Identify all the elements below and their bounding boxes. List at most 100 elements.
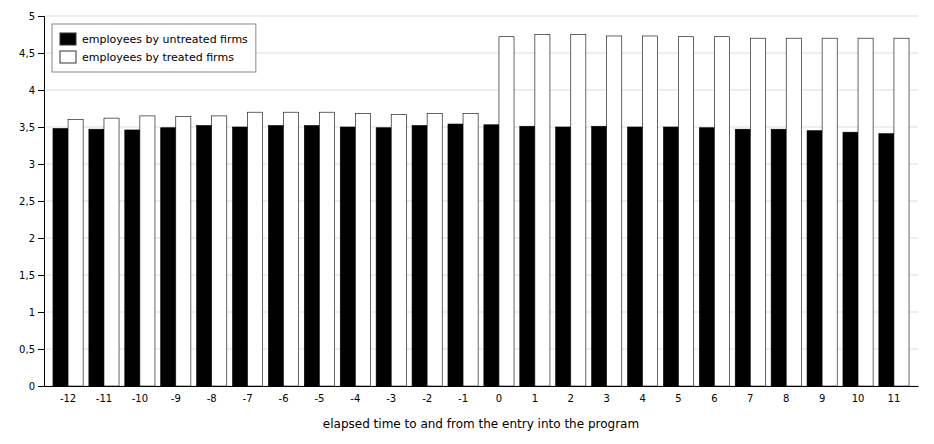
x-tick-label: 5: [675, 393, 681, 404]
bar: [858, 38, 873, 386]
x-tick-label: -12: [60, 393, 76, 404]
bar: [53, 128, 68, 386]
bar: [376, 128, 391, 386]
bar: [125, 130, 140, 386]
x-tick: -9: [171, 393, 181, 404]
bar: [520, 126, 535, 386]
x-tick: 10: [852, 393, 865, 404]
bar: [104, 118, 119, 386]
x-tick: 9: [819, 393, 825, 404]
y-tick-mark: [38, 201, 44, 202]
y-tick-mark: [38, 238, 44, 239]
x-tick: 5: [675, 393, 681, 404]
x-tick-label: 10: [852, 393, 865, 404]
x-axis: -12-11-10-9-8-7-6-5-4-3-2-10123456789101…: [45, 387, 919, 405]
y-tick-mark: [38, 16, 44, 17]
y-tick: 2: [29, 233, 44, 244]
x-tick-label: 11: [888, 393, 901, 404]
bar: [499, 37, 514, 386]
y-tick-label: 2,5: [19, 196, 35, 207]
x-tick: -4: [350, 393, 360, 404]
bar: [161, 128, 176, 386]
y-tick-label: 3: [29, 159, 35, 170]
chart-container: 00,511,522,533,544,55-12-11-10-9-8-7-6-5…: [0, 0, 934, 444]
chart-svg: 00,511,522,533,544,55-12-11-10-9-8-7-6-5…: [0, 0, 934, 444]
x-tick-label: 3: [603, 393, 609, 404]
x-tick-label: -8: [207, 393, 217, 404]
y-tick-mark: [38, 275, 44, 276]
bar: [607, 36, 622, 386]
x-tick: -3: [386, 393, 396, 404]
bar: [592, 126, 607, 386]
bar: [879, 134, 894, 386]
x-tick-label: -4: [350, 393, 360, 404]
x-tick: 2: [568, 393, 574, 404]
y-tick-mark: [38, 53, 44, 54]
y-tick: 4: [29, 85, 44, 96]
y-tick: 1: [29, 307, 44, 318]
y-tick: 1,5: [19, 270, 44, 281]
x-tick-label: 8: [783, 393, 789, 404]
bar: [248, 112, 263, 386]
grid: [44, 16, 918, 386]
bar: [284, 112, 299, 386]
bar: [535, 35, 550, 387]
bar: [484, 125, 499, 386]
bar: [699, 128, 714, 386]
legend-swatch: [60, 51, 76, 63]
bar: [268, 126, 283, 386]
x-tick: 1: [532, 393, 538, 404]
x-tick-label: 1: [532, 393, 538, 404]
x-tick: -6: [279, 393, 289, 404]
bar: [319, 112, 334, 386]
grid-line: [44, 16, 918, 17]
y-tick-label: 5: [29, 11, 35, 22]
bar: [176, 117, 191, 386]
y-tick-label: 4,5: [19, 48, 35, 59]
bar: [340, 127, 355, 386]
y-tick: 3,5: [19, 122, 44, 133]
bar: [212, 116, 227, 386]
bar: [643, 36, 658, 386]
y-tick: 4,5: [19, 48, 44, 59]
x-tick-label: 4: [639, 393, 645, 404]
y-tick: 0: [29, 381, 44, 392]
y-tick: 5: [29, 11, 44, 22]
y-tick-mark: [38, 164, 44, 165]
x-tick: -5: [314, 393, 324, 404]
y-tick-label: 1: [29, 307, 35, 318]
bar: [197, 126, 212, 386]
x-tick-label: 6: [711, 393, 717, 404]
x-tick: -10: [132, 393, 148, 404]
x-tick: -8: [207, 393, 217, 404]
x-tick: 6: [711, 393, 717, 404]
bar: [894, 38, 909, 386]
legend-item: employees by treated firms: [60, 51, 234, 64]
bar: [355, 114, 370, 386]
x-tick: 4: [639, 393, 645, 404]
y-axis: 0 0,5 1 1,5 2 2,5 3 3,5 4 4,5 5: [19, 11, 44, 392]
x-axis-line: [45, 386, 919, 387]
y-tick-mark: [38, 386, 44, 387]
legend-item: employees by untreated firms: [60, 33, 248, 46]
y-tick-label: 3,5: [19, 122, 35, 133]
bar: [391, 114, 406, 386]
bar-series: [68, 35, 909, 387]
bar: [89, 129, 104, 386]
y-tick-mark: [38, 127, 44, 128]
x-tick: 11: [888, 393, 901, 404]
bar: [750, 38, 765, 386]
bar: [68, 120, 83, 386]
x-tick: 3: [603, 393, 609, 404]
y-tick-label: 0,5: [19, 344, 35, 355]
x-tick-label: -5: [314, 393, 324, 404]
x-tick: -7: [243, 393, 253, 404]
x-tick-label: -2: [422, 393, 432, 404]
x-tick-label: 7: [747, 393, 753, 404]
x-tick-label: 0: [496, 393, 502, 404]
x-tick: 0: [496, 393, 502, 404]
bar: [571, 35, 586, 387]
bar: [233, 127, 248, 386]
x-tick: 7: [747, 393, 753, 404]
y-tick-label: 0: [29, 381, 35, 392]
